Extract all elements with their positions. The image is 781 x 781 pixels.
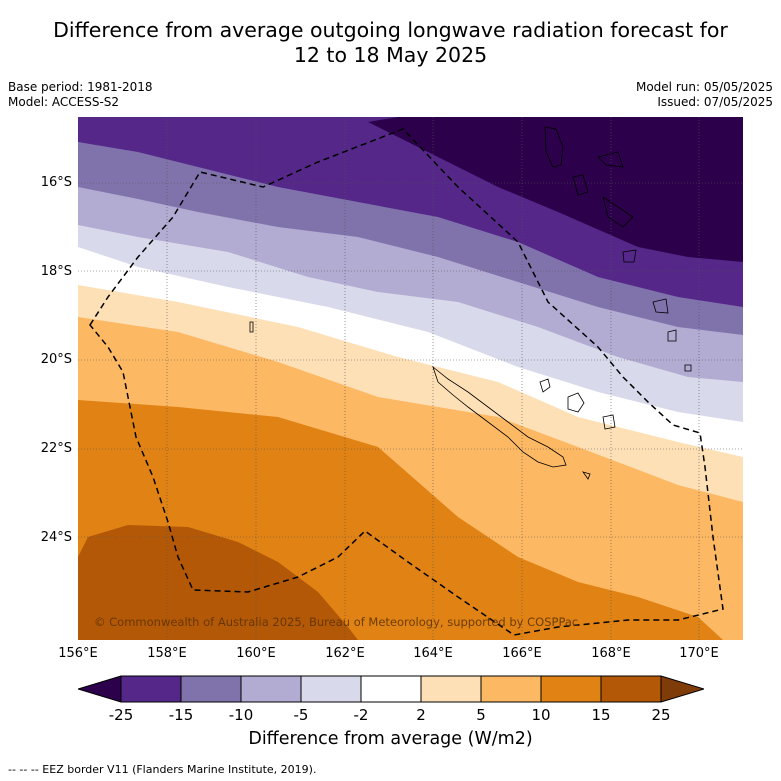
issued-date: Issued: 07/05/2025 [657,95,773,109]
colorbar-segment [601,676,661,702]
colorbar-tick: -10 [228,706,254,724]
vanuatu-island-8 [684,364,692,372]
graticule [78,117,743,640]
lat-label-16s: 16°S [40,175,72,190]
lat-label-24s: 24°S [40,530,72,545]
colorbar-dividers [120,676,662,702]
colorbar-segment [481,676,541,702]
new-caledonia-island [432,365,567,468]
model-name: Model: ACCESS-S2 [8,95,120,109]
colorbar-tick: -2 [353,706,369,724]
band-below-neg25 [368,117,743,262]
lon-label-156e: 156°E [58,646,98,661]
chesterfield-reef [249,321,254,333]
lat-label-22s: 22°S [40,441,72,456]
colorbar-segment [301,676,361,702]
colorbar-tick: 25 [651,706,671,724]
lat-label-20s: 20°S [40,352,72,367]
colorbar-tick: -5 [293,706,309,724]
loyalty-island-2 [567,392,585,413]
colorbar-segment [361,676,421,702]
vanuatu-island-6 [652,298,669,314]
colorbar-segment [241,676,301,702]
coastlines [249,126,692,480]
colorbar-lower-extend [78,676,121,702]
colorbar-tick: 2 [416,706,426,724]
colorbar-segment [541,676,601,702]
lon-label-162e: 162°E [325,646,365,661]
eez-footer-note: -- -- -- EEZ border V11 (Flanders Marine… [8,763,317,776]
colorbar-segment [121,676,181,702]
colorbar [78,675,704,703]
lat-label-18s: 18°S [40,264,72,279]
map-panel: © Commonwealth of Australia 2025, Bureau… [78,117,743,640]
loyalty-island-3 [602,414,616,430]
vanuatu-island-1 [544,126,564,168]
vanuatu-island-5 [622,249,637,263]
small-island [582,471,591,480]
vanuatu-island-4 [602,196,634,228]
colorbar-upper-extend [661,676,704,702]
lon-label-170e: 170°E [679,646,719,661]
colorbar-title: Difference from average (W/m2) [248,729,533,749]
model-run: Model run: 05/05/2025 [635,80,773,94]
copyright-notice: © Commonwealth of Australia 2025, Bureau… [94,615,579,629]
vanuatu-island-2 [572,174,589,196]
band-15-25 [78,525,358,640]
colorbar-tick: -15 [168,706,194,724]
title-line-1: Difference from average outgoing longwav… [53,18,728,42]
colorbar-segment [181,676,241,702]
loyalty-island-1 [539,378,551,393]
title-line-2: 12 to 18 May 2025 [293,43,488,67]
vanuatu-island-7 [667,329,677,342]
eez-border [89,128,724,636]
lon-label-166e: 166°E [502,646,542,661]
lon-label-168e: 168°E [591,646,631,661]
lon-label-164e: 164°E [413,646,453,661]
colorbar-segment [421,676,481,702]
colorbar-tick: -25 [108,706,134,724]
lon-label-158e: 158°E [147,646,187,661]
map-svg [78,117,743,640]
colorbar-tick: 15 [591,706,611,724]
colorbar-tick: 5 [476,706,486,724]
map-title: Difference from average outgoing longwav… [0,18,781,68]
vanuatu-island-3 [597,151,624,168]
base-period: Base period: 1981-2018 [8,80,153,94]
lon-label-160e: 160°E [236,646,276,661]
colorbar-tick: 10 [531,706,551,724]
meta-right: Model run: 05/05/2025 Issued: 07/05/2025 [636,80,773,110]
meta-left: Base period: 1981-2018 Model: ACCESS-S2 [8,80,153,110]
